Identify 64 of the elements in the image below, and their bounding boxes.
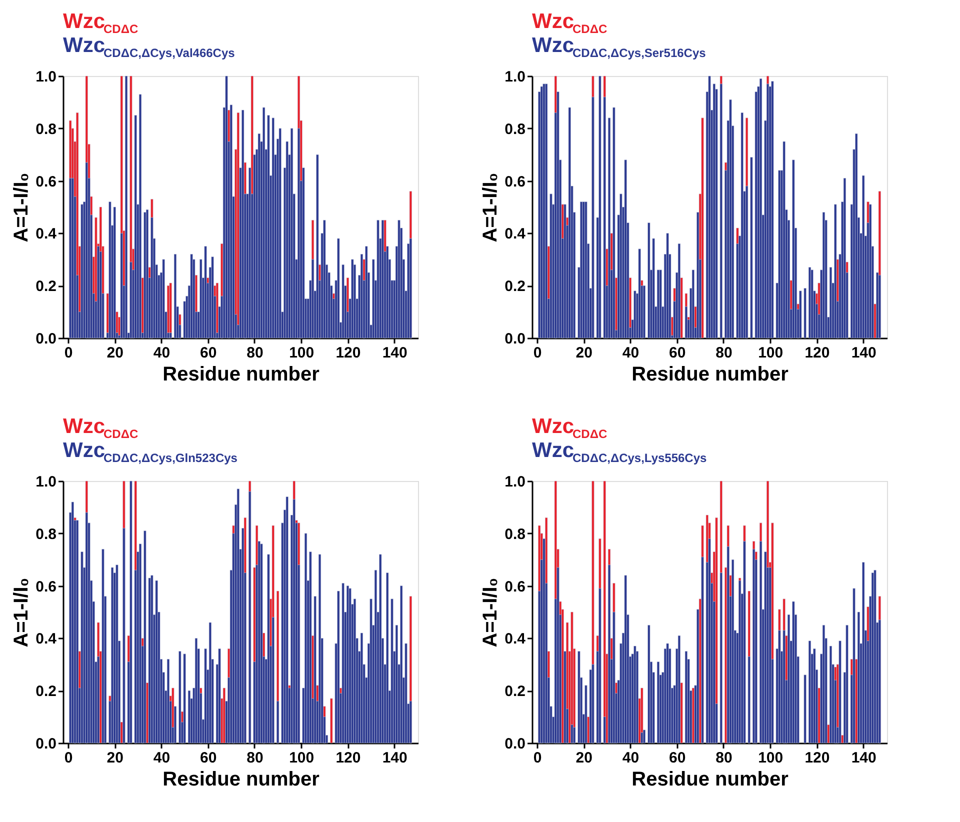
- x-axis-title: Residue number: [162, 768, 320, 790]
- y-tick-label: 1.0: [504, 474, 526, 490]
- y-tick-label: 0.8: [36, 526, 56, 543]
- y-tick-label: 0.4: [36, 630, 58, 648]
- y-tick-label: 0.2: [36, 278, 56, 296]
- y-tick-label: 0.0: [504, 736, 526, 752]
- x-tick-label: 20: [576, 344, 592, 362]
- x-tick-label: 120: [336, 750, 361, 766]
- x-tick-label: 80: [246, 750, 264, 766]
- y-tick-label: 0.0: [36, 330, 56, 348]
- y-tick-label: 0.2: [504, 683, 526, 700]
- x-tick-label: 40: [153, 750, 170, 766]
- x-tick-label: 40: [622, 750, 640, 766]
- x-tick-label: 80: [716, 750, 732, 766]
- x-tick-label: 20: [106, 344, 124, 362]
- y-tick-label: 0.6: [504, 578, 526, 596]
- y-tick-label: 0.0: [36, 736, 56, 752]
- y-axis-title: A=1-I/I₀: [10, 578, 33, 648]
- x-tick-label: 80: [716, 344, 732, 362]
- y-tick-label: 0.0: [504, 330, 526, 348]
- y-tick-label: 0.4: [504, 226, 526, 243]
- y-axis-title: A=1-I/I₀: [10, 172, 33, 242]
- y-tick-label: 0.4: [36, 226, 58, 243]
- x-tick-label: 40: [153, 344, 170, 362]
- y-tick-label: 0.8: [36, 120, 56, 138]
- x-axis-title: Residue number: [162, 364, 320, 386]
- x-tick-label: 100: [758, 344, 784, 362]
- x-tick-label: 140: [851, 750, 876, 766]
- x-tick-label: 0: [64, 750, 73, 766]
- y-axis-title: A=1-I/I₀: [480, 172, 502, 242]
- y-tick-label: 1.0: [36, 68, 56, 86]
- x-tick-label: 60: [200, 344, 217, 362]
- x-tick-label: 0: [64, 344, 73, 362]
- x-tick-label: 80: [246, 344, 264, 362]
- x-tick-label: 60: [669, 344, 686, 362]
- y-tick-label: 1.0: [504, 68, 526, 86]
- x-tick-label: 40: [622, 344, 640, 362]
- x-tick-label: 120: [804, 750, 830, 766]
- y-tick-label: 1.0: [36, 474, 56, 490]
- x-tick-label: 60: [669, 750, 686, 766]
- x-tick-label: 120: [804, 344, 830, 362]
- y-axis-title: A=1-I/I₀: [480, 578, 502, 648]
- x-tick-label: 0: [533, 750, 542, 766]
- x-tick-label: 140: [851, 344, 876, 362]
- x-axis-title: Residue number: [632, 768, 789, 790]
- y-tick-label: 0.6: [36, 578, 56, 596]
- y-tick-label: 0.6: [504, 173, 526, 190]
- y-tick-label: 0.4: [504, 630, 526, 648]
- x-tick-label: 20: [106, 750, 124, 766]
- x-tick-label: 20: [576, 750, 592, 766]
- y-tick-label: 0.8: [504, 526, 526, 543]
- x-tick-label: 140: [382, 750, 408, 766]
- y-tick-label: 0.6: [36, 173, 56, 190]
- x-tick-label: 140: [382, 344, 408, 362]
- x-axis-title: Residue number: [632, 364, 789, 386]
- x-tick-label: 120: [336, 344, 361, 362]
- y-tick-label: 0.8: [504, 120, 526, 138]
- x-tick-label: 0: [533, 344, 542, 362]
- x-tick-label: 100: [289, 344, 314, 362]
- x-tick-label: 100: [289, 750, 314, 766]
- y-tick-label: 0.2: [504, 278, 526, 296]
- x-tick-label: 100: [758, 750, 784, 766]
- x-tick-label: 60: [200, 750, 217, 766]
- y-tick-label: 0.2: [36, 683, 56, 700]
